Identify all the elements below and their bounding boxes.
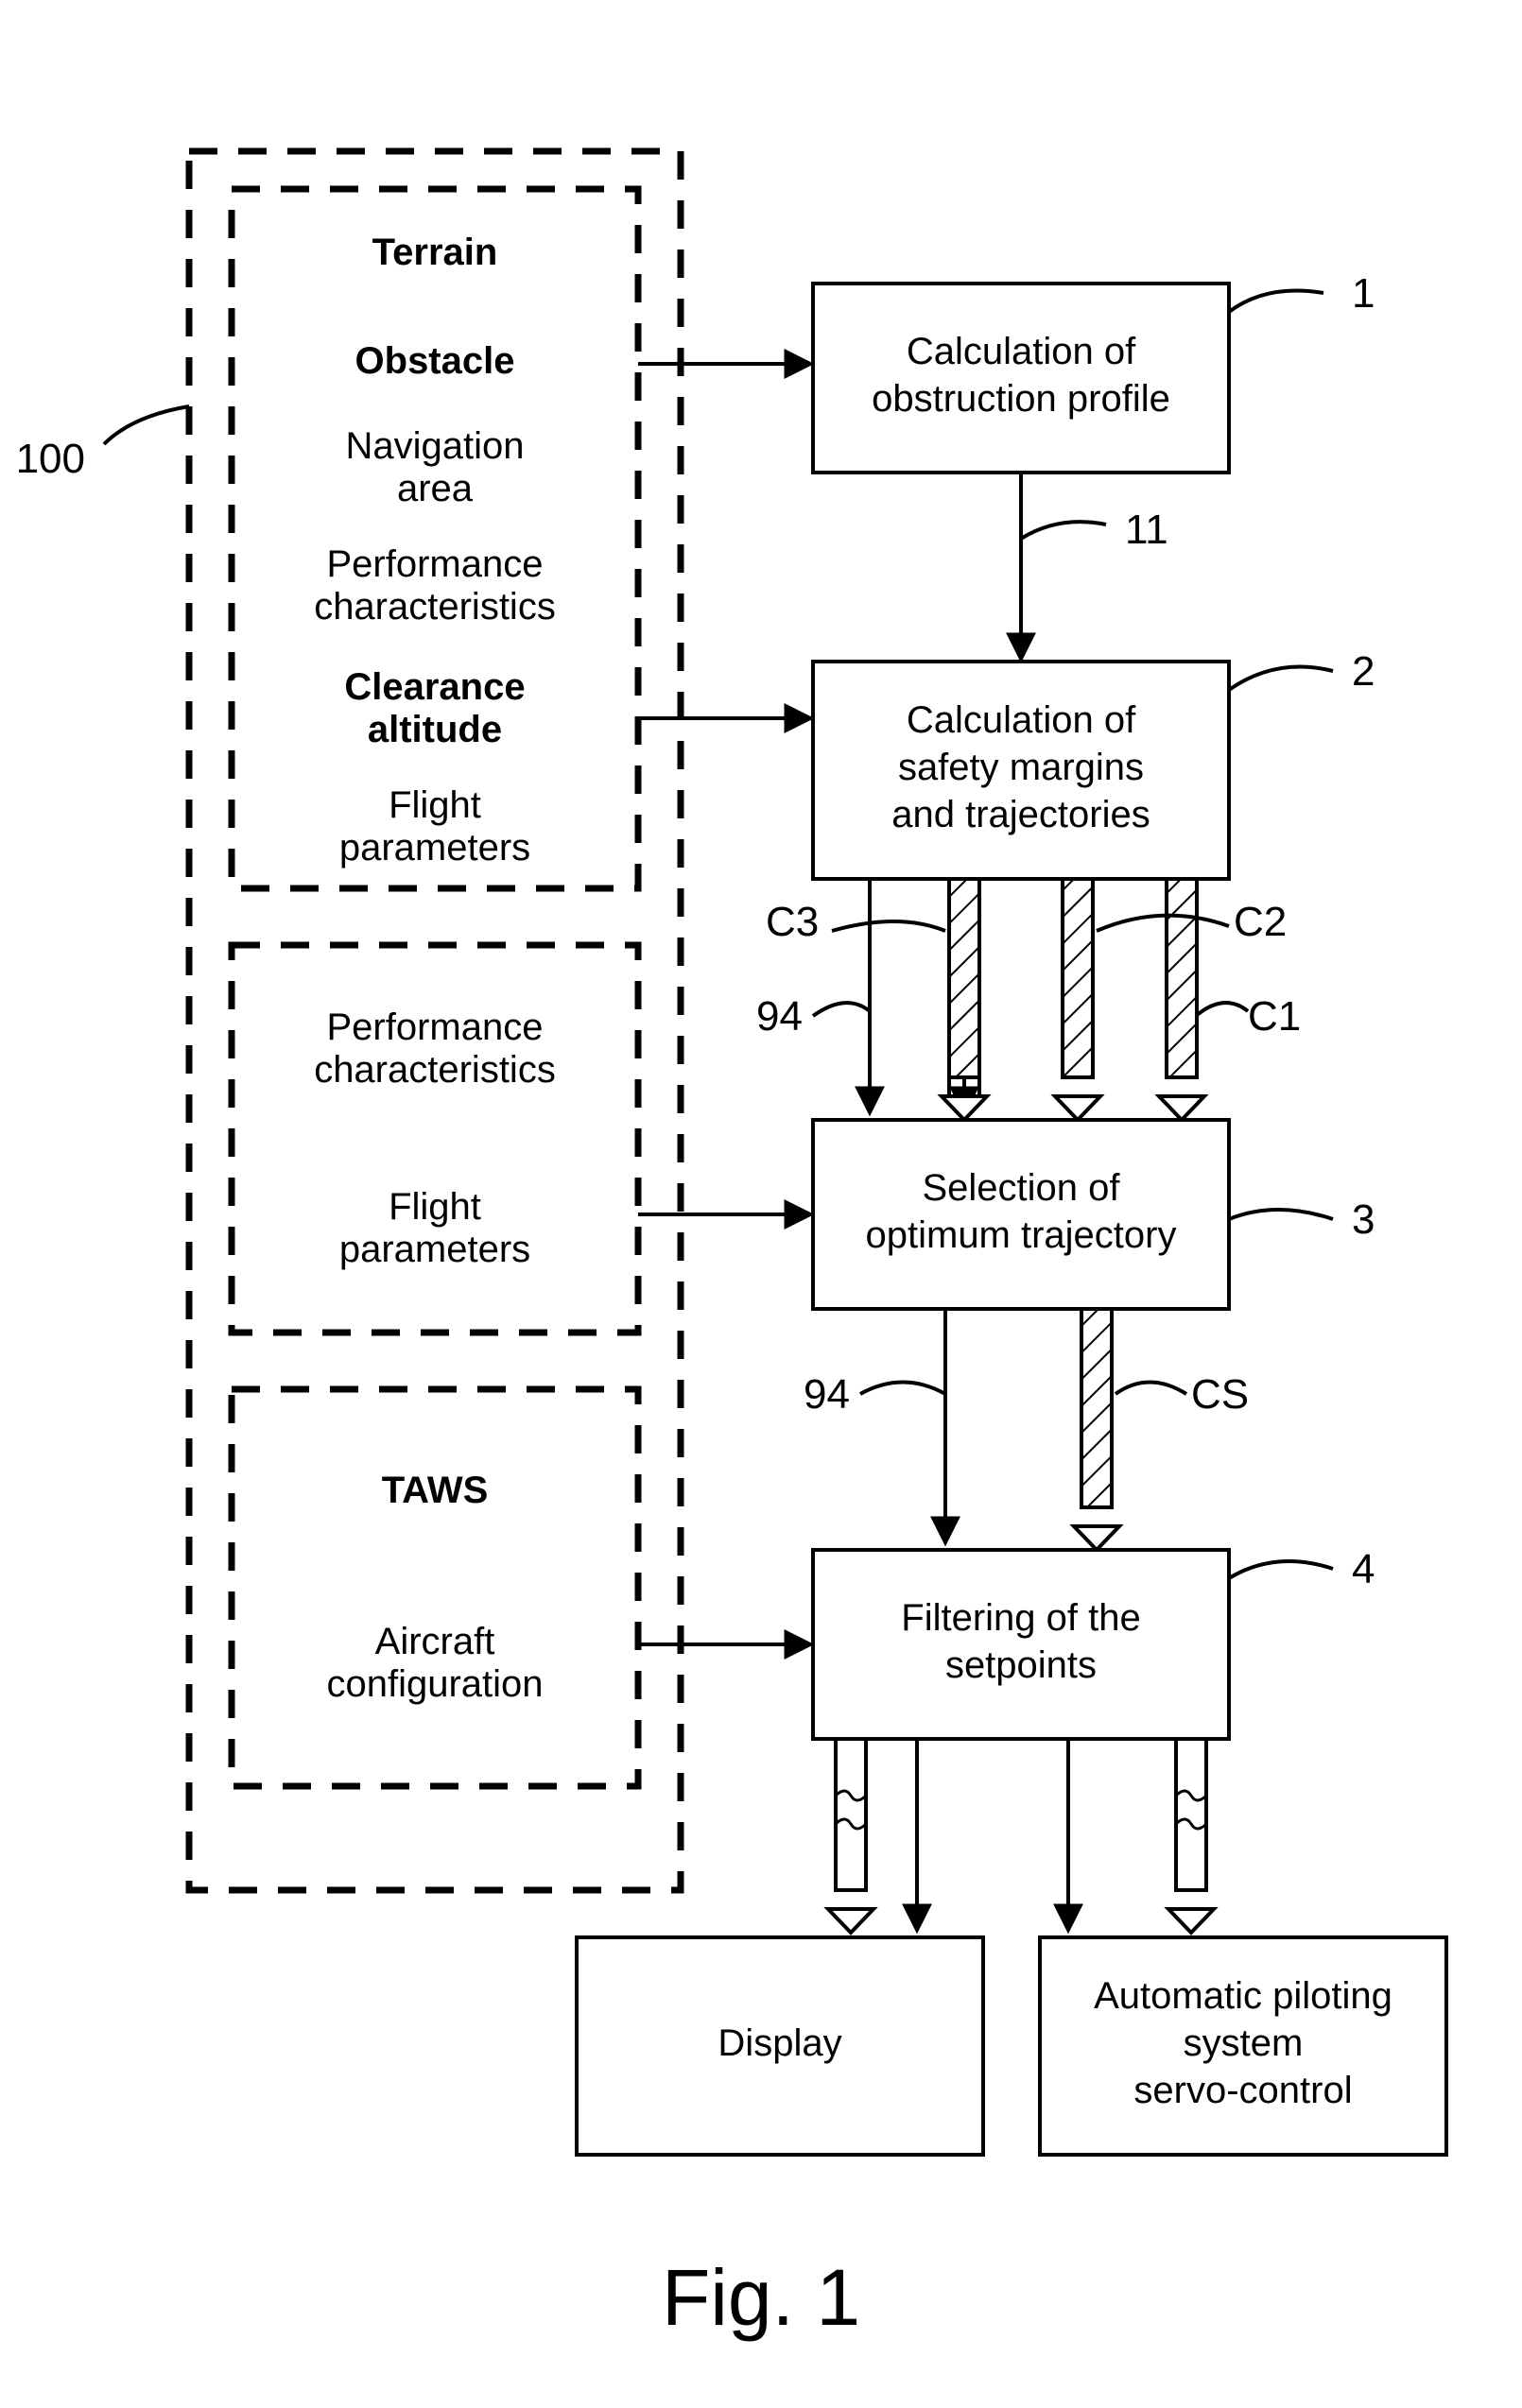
group1-item-1: Obstacle: [355, 340, 515, 382]
lead-1: [1229, 291, 1323, 313]
lead-100: [104, 406, 189, 444]
box-servo-l3: servo-control: [1133, 2070, 1352, 2111]
lead-3: [1229, 1210, 1333, 1219]
lead-CS: [1116, 1383, 1186, 1395]
label-94b: 94: [804, 1371, 850, 1418]
group3-item-1b: configuration: [326, 1663, 543, 1705]
label-C2: C2: [1234, 899, 1287, 945]
group2-item-0b: characteristics: [314, 1049, 556, 1091]
group1-item-5b: parameters: [339, 827, 530, 869]
lead-C1: [1196, 1003, 1248, 1016]
lead-11: [1021, 522, 1106, 539]
lead-2: [1229, 667, 1333, 691]
box-1-line2: obstruction profile: [872, 378, 1170, 420]
box-2-line1: Calculation of: [907, 699, 1136, 741]
lead-C2: [1097, 916, 1229, 931]
group1-item-3a: Performance: [327, 543, 544, 585]
arrow-C3: [942, 879, 987, 1120]
box-display-text: Display: [718, 2022, 841, 2064]
diagram-canvas: Terrain Obstacle Navigation area Perform…: [0, 0, 1522, 2403]
label-1: 1: [1352, 270, 1375, 317]
arrow-CS: [1074, 1309, 1119, 1550]
group1-item-2b: area: [397, 468, 474, 509]
group1-item-2a: Navigation: [345, 425, 524, 467]
group3-item-0: TAWS: [382, 1470, 489, 1511]
group1-item-3b: characteristics: [314, 586, 556, 628]
box-3-line2: optimum trajectory: [866, 1214, 1177, 1256]
label-C1: C1: [1248, 993, 1301, 1040]
label-100: 100: [16, 436, 85, 482]
lead-94a: [813, 1003, 870, 1016]
group2-item-1b: parameters: [339, 1229, 530, 1270]
group3-item-1a: Aircraft: [375, 1621, 495, 1662]
label-4: 4: [1352, 1546, 1375, 1592]
label-11: 11: [1125, 507, 1168, 553]
group1-item-4b: altitude: [368, 709, 502, 750]
group2-item-1a: Flight: [389, 1186, 481, 1228]
arrow-out-servo-wavy: [1168, 1739, 1214, 1933]
box-servo-l1: Automatic piloting: [1094, 1975, 1392, 2017]
group2-item-0a: Performance: [327, 1006, 544, 1048]
group1-item-0: Terrain: [372, 232, 498, 273]
label-2: 2: [1352, 648, 1375, 695]
group2-dashed: [232, 945, 638, 1333]
group1-dashed: [232, 189, 638, 888]
label-94a: 94: [756, 993, 803, 1040]
group1-item-4a: Clearance: [344, 666, 525, 708]
box-4-line2: setpoints: [945, 1644, 1097, 1686]
box-servo-l2: system: [1184, 2022, 1304, 2064]
group1-item-5a: Flight: [389, 784, 481, 826]
lead-94b: [860, 1383, 945, 1395]
box-2-line3: and trajectories: [891, 794, 1150, 835]
lead-C3: [832, 921, 945, 931]
arrow-C2: [1055, 879, 1100, 1120]
lead-4: [1229, 1561, 1333, 1578]
figure-label: Fig. 1: [662, 2253, 860, 2342]
label-3: 3: [1352, 1196, 1375, 1243]
box-4-line1: Filtering of the: [901, 1597, 1140, 1639]
group3-dashed: [232, 1389, 638, 1786]
box-2-line2: safety margins: [898, 747, 1144, 788]
arrow-out-display-wavy: [828, 1739, 873, 1933]
label-C3: C3: [766, 899, 819, 945]
label-CS: CS: [1191, 1371, 1249, 1418]
box-3-line1: Selection of: [922, 1167, 1120, 1209]
box-1-line1: Calculation of: [907, 331, 1136, 372]
